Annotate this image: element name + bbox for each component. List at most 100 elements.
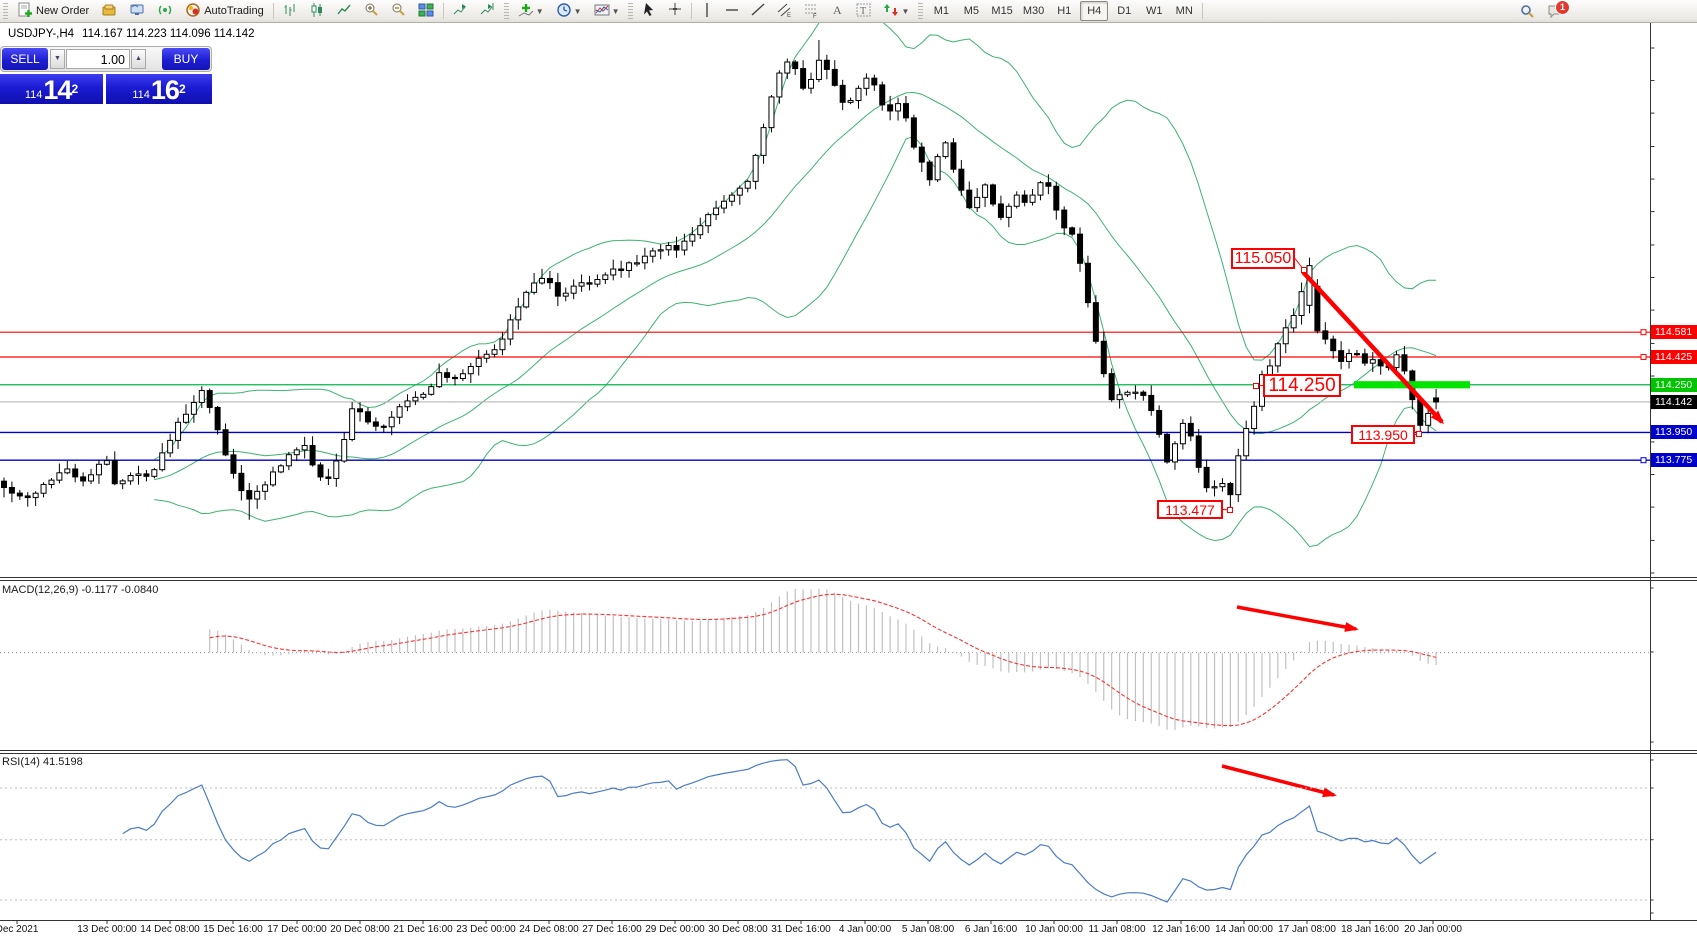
equidistant-channel-icon: E bbox=[777, 2, 792, 21]
timeframe-h1-button[interactable]: H1 bbox=[1057, 5, 1072, 17]
signal-icon bbox=[157, 2, 173, 21]
rsi-pane-label: RSI(14) 41.5198 bbox=[2, 756, 83, 768]
time-label-2: 14 Dec 08:00 bbox=[140, 924, 200, 935]
zoom-in-icon bbox=[364, 2, 379, 21]
zoom-out-icon bbox=[391, 2, 406, 21]
chat-badge: 1 bbox=[1555, 0, 1570, 15]
timeframe-m15-button[interactable]: M15 bbox=[991, 5, 1013, 17]
time-label-1: 13 Dec 00:00 bbox=[77, 924, 137, 935]
line-chart-button[interactable] bbox=[332, 1, 357, 21]
indicators-icon bbox=[518, 2, 534, 21]
fibonacci-icon: F bbox=[804, 2, 819, 21]
buy-price-pipette: 2 bbox=[178, 82, 186, 96]
trendline-button[interactable] bbox=[746, 1, 770, 21]
indicators-button[interactable]: ▼ bbox=[513, 1, 549, 21]
candlestick-chart-button[interactable] bbox=[305, 1, 330, 21]
periods-button[interactable]: ▼ bbox=[551, 1, 587, 21]
price-badge-113.95: 113.950 bbox=[1651, 425, 1697, 440]
arrows-icon bbox=[883, 2, 899, 21]
svg-text:F: F bbox=[813, 14, 817, 18]
zoom-in-button[interactable] bbox=[359, 1, 384, 21]
timeframe-m5-button[interactable]: M5 bbox=[963, 5, 980, 17]
text-label-icon: T bbox=[856, 2, 871, 21]
time-label-12: 31 Dec 16:00 bbox=[771, 924, 831, 935]
deposit-button[interactable] bbox=[96, 1, 122, 21]
periods-icon bbox=[556, 2, 572, 21]
candles bbox=[1, 40, 1440, 520]
zoom-out-button[interactable] bbox=[386, 1, 411, 21]
time-label-15: 6 Jan 16:00 bbox=[964, 924, 1018, 935]
equidistant-channel-button[interactable]: E bbox=[772, 1, 797, 21]
timeframe-h4-button[interactable]: H4 bbox=[1080, 1, 1109, 21]
search-button[interactable] bbox=[1515, 1, 1540, 21]
timeframe-mn-button[interactable]: MN bbox=[1175, 5, 1193, 17]
text-label-button[interactable]: T bbox=[851, 1, 876, 21]
symbol-period-label: USDJPY-,H4 bbox=[8, 28, 75, 40]
sell-price-big-figure: 114 bbox=[24, 89, 43, 101]
price-tag-113.477[interactable]: 113.477 bbox=[1157, 500, 1223, 519]
trendline-icon bbox=[751, 2, 765, 21]
price-tag-114.250[interactable]: 114.250 bbox=[1263, 374, 1341, 397]
crosshair-icon bbox=[668, 2, 682, 21]
crosshair-button[interactable] bbox=[663, 1, 687, 21]
horizontal-line-button[interactable] bbox=[720, 1, 744, 21]
fibonacci-button[interactable]: F bbox=[799, 1, 824, 21]
cursor-icon bbox=[642, 2, 656, 21]
cursor-button[interactable] bbox=[637, 1, 661, 21]
time-label-5: 20 Dec 08:00 bbox=[330, 924, 390, 935]
volume-decrease-button[interactable]: ▼ bbox=[50, 49, 65, 69]
timeframe-m1-button[interactable]: M1 bbox=[933, 5, 950, 17]
price-tag-113.950[interactable]: 113.950 bbox=[1351, 425, 1415, 444]
text-icon: A bbox=[831, 2, 844, 21]
price-badge-114.25: 114.250 bbox=[1651, 377, 1697, 392]
price-badge-114.425: 114.425 bbox=[1651, 349, 1697, 364]
chart-end-button[interactable] bbox=[475, 1, 500, 21]
support-band bbox=[1354, 381, 1470, 389]
time-label-13: 4 Jan 00:00 bbox=[838, 924, 892, 935]
templates-button[interactable]: ▼ bbox=[589, 1, 625, 21]
ohlc-values: 114.167 114.223 114.096 114.142 bbox=[82, 28, 255, 40]
sell-price-button[interactable]: 114 14 2 bbox=[0, 74, 103, 104]
autotrading-icon-button[interactable]: AutoTrading bbox=[180, 1, 269, 21]
tile-windows-button[interactable] bbox=[413, 1, 439, 21]
vertical-line-button[interactable] bbox=[696, 1, 718, 21]
templates-icon bbox=[594, 2, 610, 21]
timeframe-d1-button[interactable]: D1 bbox=[1117, 5, 1132, 17]
trend-arrow-main bbox=[1301, 270, 1445, 425]
volume-input[interactable]: 1.00 bbox=[66, 49, 130, 69]
arrows-button[interactable]: ▼ bbox=[878, 1, 914, 21]
time-label-18: 12 Jan 16:00 bbox=[1152, 924, 1210, 935]
line-chart-icon bbox=[337, 2, 352, 21]
terminal-button[interactable] bbox=[124, 1, 150, 21]
buy-price-big-figure: 114 bbox=[132, 89, 150, 101]
main-chart-pane bbox=[0, 23, 1650, 548]
timeframe-w1-button[interactable]: W1 bbox=[1145, 5, 1163, 17]
terminal-icon bbox=[129, 2, 145, 21]
trend-arrow-macd bbox=[1236, 605, 1359, 632]
time-label-7: 23 Dec 00:00 bbox=[456, 924, 516, 935]
bar-chart-button[interactable] bbox=[278, 1, 303, 21]
deposit-icon bbox=[101, 2, 117, 21]
chat-button[interactable]: 1 bbox=[1542, 0, 1570, 21]
sell-price-pipette: 2 bbox=[71, 82, 79, 96]
sell-button[interactable]: SELL bbox=[2, 48, 48, 70]
candlestick-chart-icon bbox=[310, 2, 325, 21]
svg-text:E: E bbox=[787, 13, 791, 18]
buy-button[interactable]: BUY bbox=[162, 48, 210, 70]
svg-text:A: A bbox=[833, 3, 842, 17]
volume-increase-button[interactable]: ▲ bbox=[131, 49, 146, 69]
price-badge-114.581: 114.581 bbox=[1651, 325, 1697, 340]
time-label-4: 17 Dec 00:00 bbox=[267, 924, 327, 935]
tile-windows-icon bbox=[418, 2, 434, 21]
time-label-8: 24 Dec 08:00 bbox=[519, 924, 579, 935]
rsi-pane bbox=[0, 759, 1650, 903]
chart-shift-button[interactable] bbox=[448, 1, 473, 21]
buy-price-button[interactable]: 114 16 2 bbox=[106, 74, 212, 104]
price-tag-115.050[interactable]: 115.050 bbox=[1231, 248, 1295, 269]
new-order-icon-button[interactable]: New Order bbox=[12, 1, 94, 21]
text-button[interactable]: A bbox=[826, 1, 849, 21]
signal-button[interactable] bbox=[152, 1, 178, 21]
timeframe-m30-button[interactable]: M30 bbox=[1022, 5, 1045, 17]
price-badge-113.775: 113.775 bbox=[1651, 453, 1697, 468]
